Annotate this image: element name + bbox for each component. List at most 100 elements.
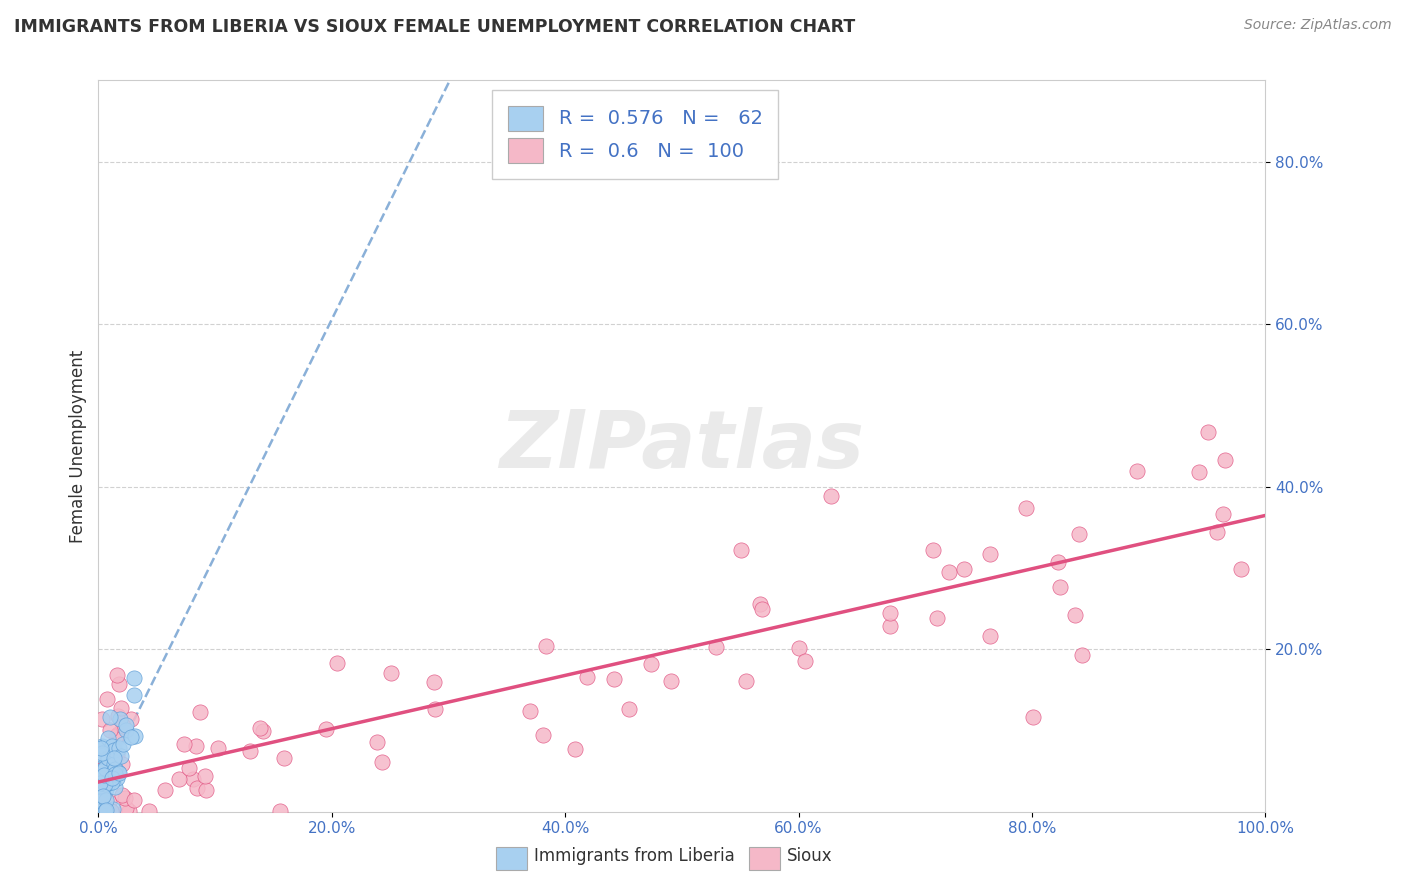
Point	[922, 543, 945, 558]
Point	[188, 706, 211, 720]
Point	[108, 740, 131, 755]
Point	[564, 741, 586, 756]
Point	[423, 674, 446, 689]
Point	[1197, 425, 1219, 439]
Y-axis label: Female Unemployment: Female Unemployment	[69, 350, 87, 542]
Point	[735, 674, 758, 689]
Point	[90, 748, 112, 763]
Point	[101, 765, 124, 780]
Point	[104, 767, 127, 781]
Point	[97, 776, 120, 790]
Point	[93, 770, 115, 784]
Point	[1188, 465, 1211, 479]
Point	[315, 722, 337, 736]
Point	[100, 804, 122, 818]
Point	[91, 764, 114, 778]
Point	[94, 804, 117, 818]
Point	[640, 657, 662, 672]
Point	[101, 739, 124, 753]
Point	[207, 740, 229, 755]
Point	[794, 654, 817, 668]
Point	[1126, 464, 1149, 478]
Point	[1022, 710, 1045, 724]
Point	[94, 772, 117, 787]
Point	[97, 804, 120, 818]
Point	[105, 668, 128, 682]
Point	[120, 712, 142, 726]
Point	[91, 771, 114, 785]
Point	[91, 789, 114, 804]
Point	[536, 639, 558, 653]
Point	[177, 761, 200, 775]
Point	[101, 774, 124, 789]
Point	[90, 712, 112, 726]
Point	[1014, 500, 1036, 515]
Point	[181, 772, 204, 786]
Point	[107, 764, 129, 779]
Point	[91, 785, 114, 799]
Point	[749, 597, 772, 611]
Point	[111, 737, 134, 751]
Point	[91, 776, 114, 790]
Point	[110, 701, 132, 715]
Point	[111, 756, 134, 771]
Point	[155, 783, 177, 797]
Point	[104, 780, 127, 794]
Point	[1206, 525, 1229, 540]
Point	[1064, 607, 1087, 622]
Point	[118, 804, 141, 818]
Point	[423, 702, 446, 716]
Point	[1212, 507, 1234, 521]
Point	[103, 743, 125, 757]
Point	[138, 804, 160, 818]
Point	[979, 547, 1001, 561]
Point	[89, 793, 111, 807]
Point	[938, 565, 960, 579]
Point	[87, 790, 110, 805]
Text: Sioux: Sioux	[787, 847, 832, 865]
Point	[107, 709, 129, 723]
Point	[104, 729, 127, 743]
Point	[94, 761, 117, 775]
Point	[100, 804, 122, 818]
Point	[91, 804, 114, 818]
Point	[89, 768, 111, 782]
Point	[366, 735, 388, 749]
Point	[1229, 561, 1251, 575]
Point	[90, 741, 112, 756]
Point	[115, 801, 138, 815]
Point	[252, 723, 274, 738]
Point	[124, 793, 146, 807]
Point	[1067, 526, 1090, 541]
Point	[108, 677, 131, 691]
Point	[103, 756, 125, 771]
Point	[96, 691, 118, 706]
Point	[100, 804, 122, 818]
Point	[96, 804, 118, 818]
Point	[249, 721, 271, 735]
Point	[186, 781, 208, 796]
Point	[184, 739, 207, 753]
Point	[87, 792, 110, 806]
Point	[98, 710, 121, 724]
Point	[87, 804, 110, 818]
Point	[1070, 648, 1092, 662]
Point	[169, 772, 191, 787]
Point	[103, 764, 125, 779]
Point	[97, 751, 120, 765]
Legend: R =  0.576   N =   62, R =  0.6   N =  100: R = 0.576 N = 62, R = 0.6 N = 100	[492, 90, 778, 179]
Point	[108, 765, 131, 780]
Point	[104, 763, 127, 777]
Point	[94, 782, 117, 797]
Point	[820, 489, 842, 503]
Point	[93, 768, 115, 782]
Point	[90, 788, 112, 802]
Point	[89, 764, 111, 778]
Point	[661, 674, 683, 689]
Text: Immigrants from Liberia: Immigrants from Liberia	[534, 847, 735, 865]
Text: ZIPatlas: ZIPatlas	[499, 407, 865, 485]
Point	[124, 729, 146, 743]
Point	[706, 640, 728, 655]
Point	[93, 804, 115, 818]
Point	[103, 751, 125, 765]
